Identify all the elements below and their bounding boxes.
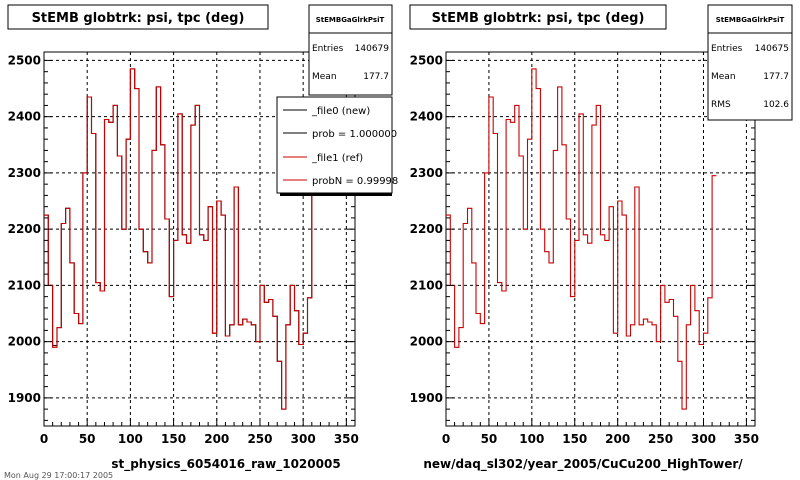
legend-label-prob: prob = 1.000000 <box>312 129 397 140</box>
y-tick-label: 2500 <box>8 53 41 67</box>
right-stats-mean-label: Mean <box>711 72 736 82</box>
x-tick-label: 350 <box>334 432 359 446</box>
right-stats-entries-value: 140675 <box>755 44 789 54</box>
right-title-box <box>409 4 667 30</box>
right-stats-title: StEMBGaGlrkPsiT <box>716 16 785 24</box>
x-tick-label: 150 <box>161 432 186 446</box>
x-tick-label: 250 <box>648 432 673 446</box>
right-stats-mean-value: 177.7 <box>763 72 789 82</box>
left-stats-entries-value: 140679 <box>355 44 390 54</box>
y-tick-label: 1900 <box>8 391 41 405</box>
right-panel: 0 50 100 150 200 250 300 350 1900 2000 2100 2200 230… <box>409 4 793 472</box>
legend-label-ref: _file1 (ref) <box>311 153 363 164</box>
left-stats-mean-value: 177.7 <box>363 72 389 82</box>
legend-frame <box>276 96 393 194</box>
y-tick-label: 2300 <box>8 166 41 180</box>
y-tick-label: 2200 <box>410 222 443 236</box>
right-series <box>446 68 717 410</box>
y-tick-label: 2100 <box>8 278 41 292</box>
y-tick-label: 2500 <box>410 53 443 67</box>
footer-timestamp: Mon Aug 29 17:00:17 2005 <box>4 471 113 480</box>
right-axes: 0 50 100 150 200 250 300 350 1900 2000 2100 2200 230… <box>410 53 759 446</box>
legend-label-probn: probN = 0.99998 <box>312 176 398 187</box>
y-tick-label: 2300 <box>410 166 443 180</box>
left-series <box>44 68 317 410</box>
x-tick-label: 0 <box>40 432 48 446</box>
x-tick-label: 200 <box>605 432 630 446</box>
y-tick-label: 2400 <box>410 110 443 124</box>
y-tick-label: 2400 <box>8 110 41 124</box>
x-tick-label: 0 <box>442 432 450 446</box>
left-stats-frame <box>308 4 393 96</box>
x-tick-label: 150 <box>562 432 587 446</box>
y-tick-label: 2000 <box>8 335 41 349</box>
right-title: StEMB globtrk: psi, tpc (deg) <box>432 11 645 26</box>
left-stats-box: StEMBGaGlrkPsiT Entries 140679 Mean 177.… <box>308 4 393 96</box>
legend-shadow <box>280 193 392 196</box>
x-tick-label: 350 <box>734 432 759 446</box>
left-stats-entries-label: Entries <box>312 44 344 54</box>
left-panel: 0 50 100 150 200 250 300 350 1900 2000 2100 2200 230… <box>7 4 398 472</box>
x-tick-label: 100 <box>118 432 143 446</box>
x-tick-label: 300 <box>691 432 716 446</box>
right-x-axis-label: new/daq_sl302/year_2005/CuCu200_HighTowe… <box>423 457 743 472</box>
left-stats-mean-label: Mean <box>312 72 337 82</box>
left-title: StEMB globtrk: psi, tpc (deg) <box>32 11 245 26</box>
series-line-hist-0 <box>446 68 717 410</box>
right-stats-rms-label: RMS <box>711 100 731 110</box>
right-stats-frame <box>707 4 793 121</box>
x-tick-label: 300 <box>291 432 316 446</box>
left-legend: _file0 (new) prob = 1.000000 _file1 (ref… <box>276 96 398 196</box>
right-stats-rms-value: 102.6 <box>763 100 789 110</box>
x-tick-label: 100 <box>519 432 544 446</box>
y-tick-label: 2000 <box>410 335 443 349</box>
left-title-box <box>7 4 269 30</box>
left-x-axis-label: st_physics_6054016_raw_1020005 <box>111 457 340 472</box>
x-tick-label: 50 <box>79 432 96 446</box>
x-tick-label: 200 <box>204 432 229 446</box>
right-stats-entries-label: Entries <box>711 44 743 54</box>
x-tick-label: 250 <box>247 432 272 446</box>
legend-label-new: _file0 (new) <box>311 106 370 117</box>
y-tick-label: 2200 <box>8 222 41 236</box>
y-tick-label: 2100 <box>410 278 443 292</box>
series-line--file1-ref- <box>44 68 317 410</box>
left-stats-title: StEMBGaGlrkPsiT <box>316 16 385 24</box>
y-tick-label: 1900 <box>410 391 443 405</box>
x-tick-label: 50 <box>481 432 498 446</box>
right-stats-box: StEMBGaGlrkPsiT Entries 140675 Mean 177.… <box>707 4 793 121</box>
